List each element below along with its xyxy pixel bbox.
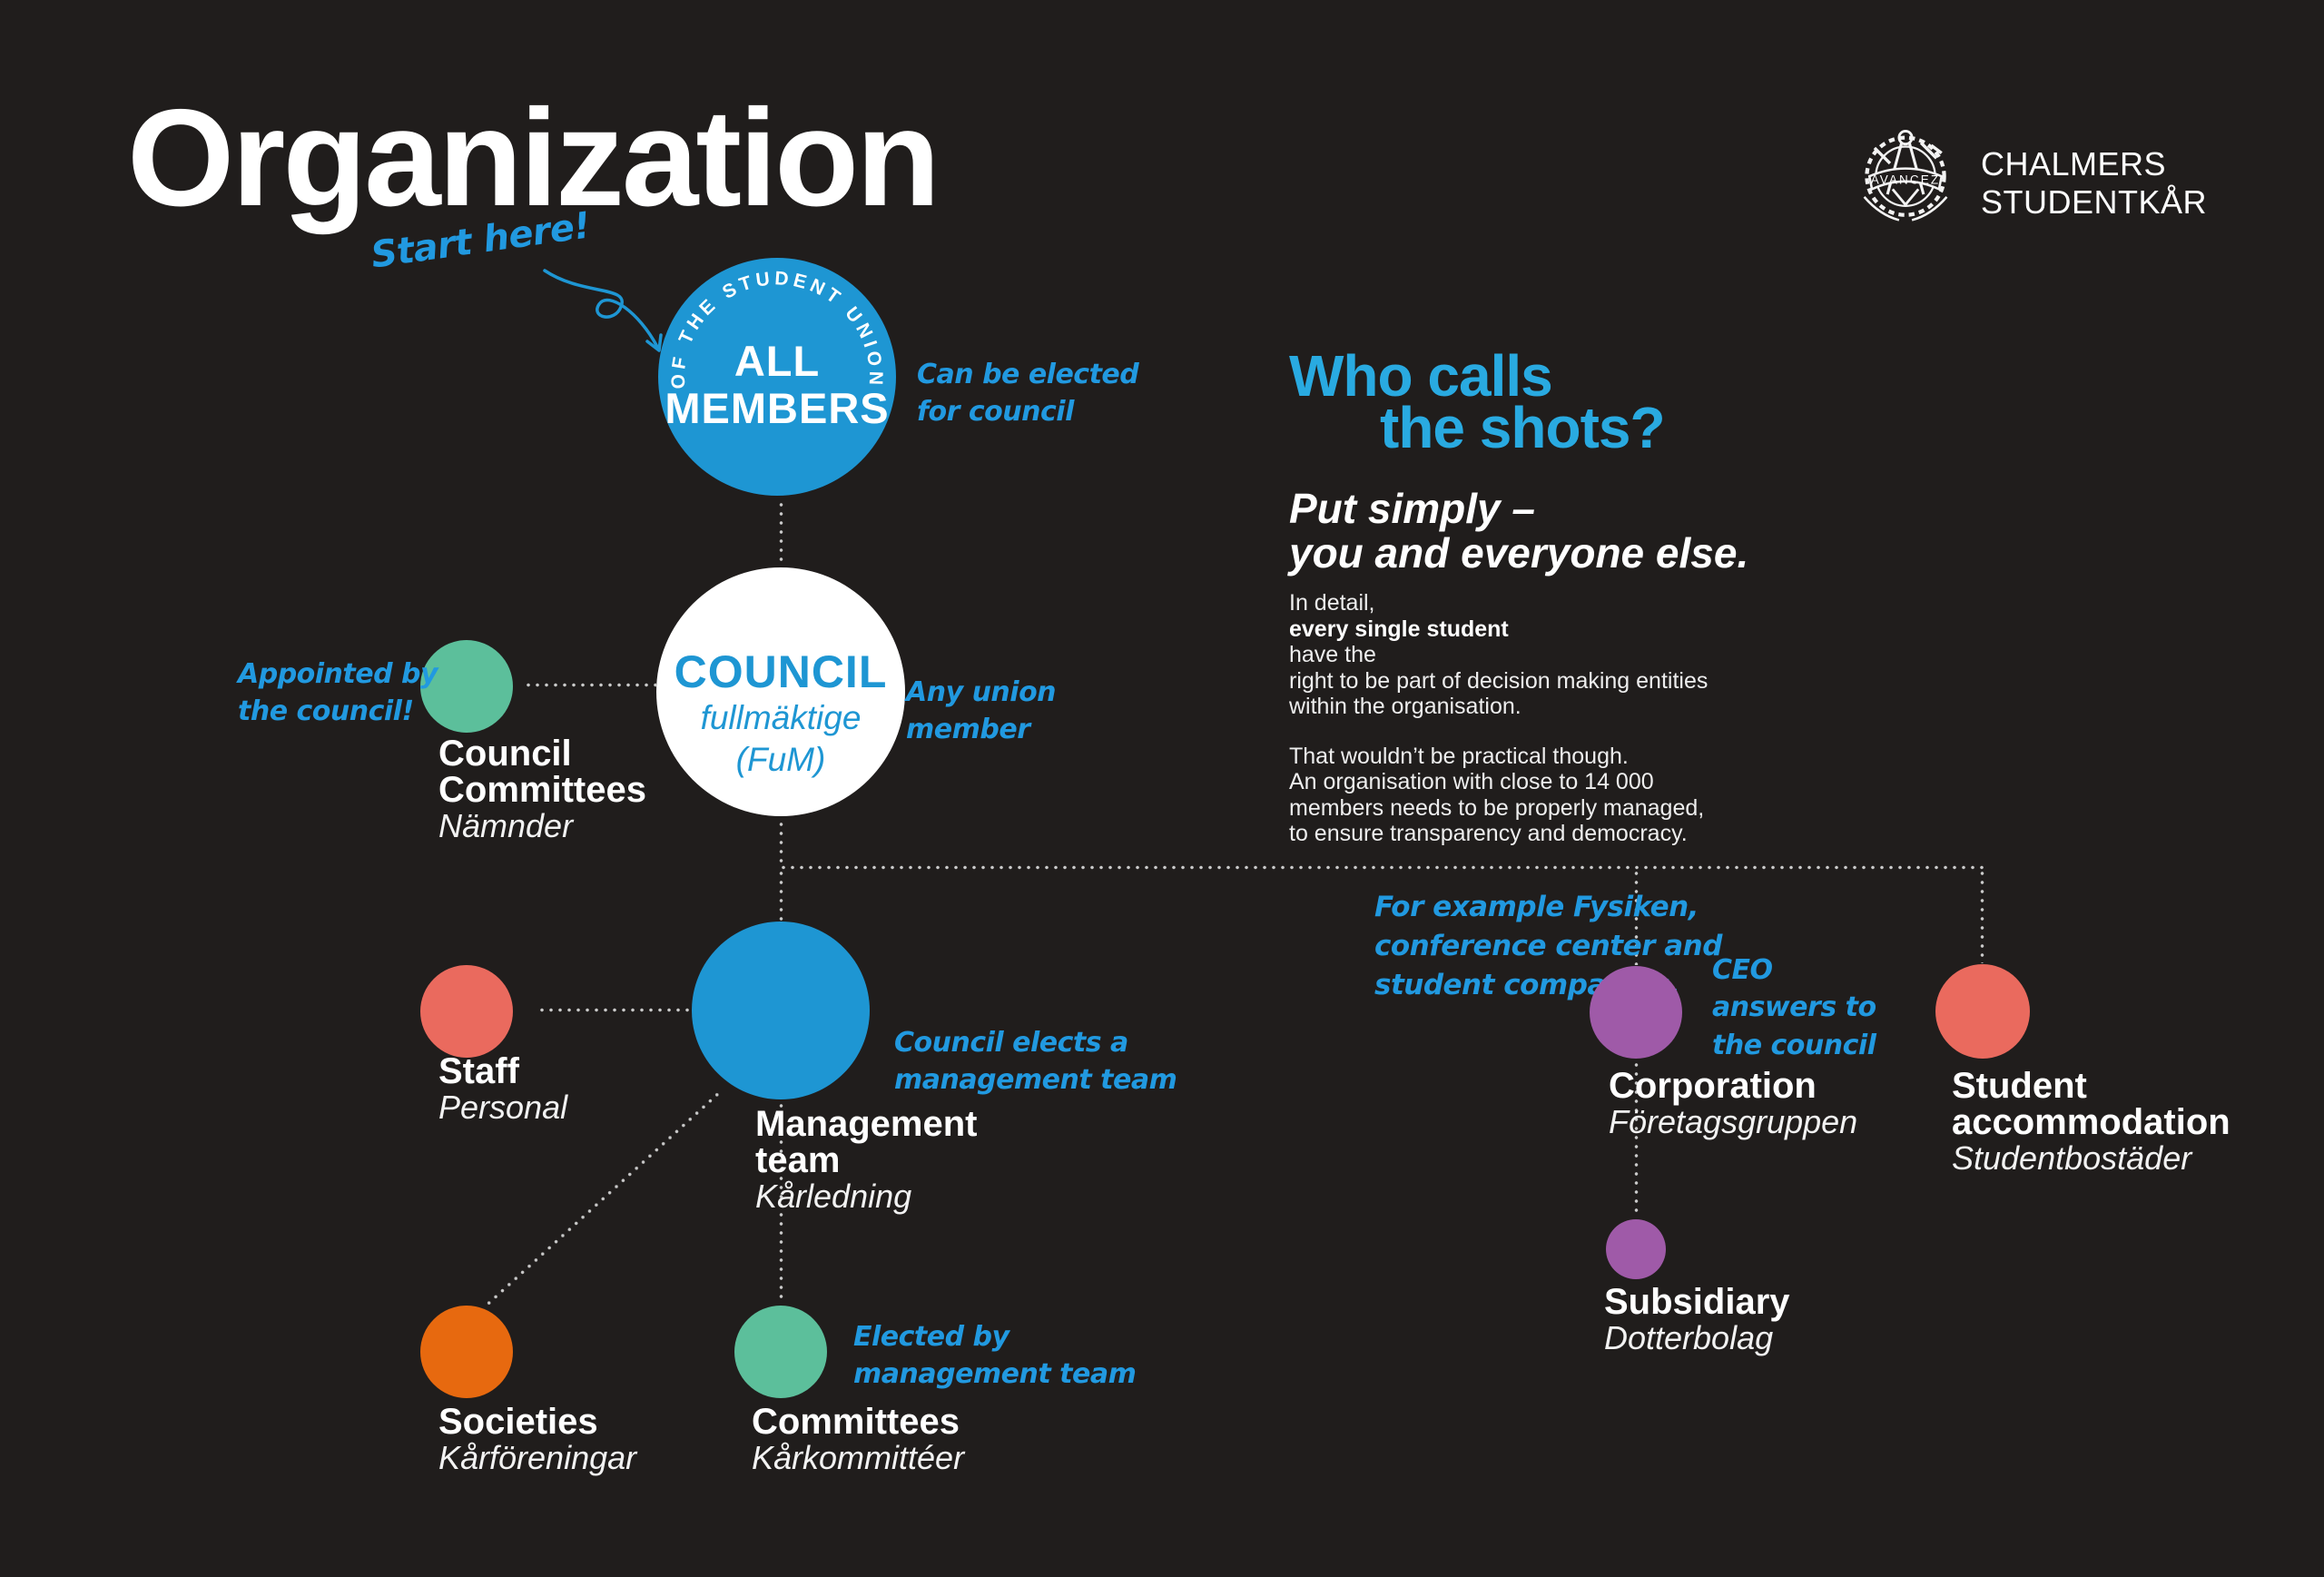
ceo-answers-annotation: CEO answers to the council (1712, 954, 1876, 1061)
connector-junction-corporation (1634, 869, 1639, 965)
crest-motto: AVANCEZ (1871, 173, 1941, 187)
who-calls-subheading: Put simply – you and everyone else. (1289, 485, 1749, 577)
who-calls-paragraph-1: In detail, every single student have the… (1289, 590, 1709, 719)
connector-corporation-subsidiary (1634, 1060, 1639, 1217)
node-council: COUNCIL fullmäktige (FuM) (656, 567, 905, 816)
all-members-arc: OF THE STUDENT UNION (668, 268, 882, 389)
who-calls-section: Who calls the shots? Put simply – you an… (1289, 343, 1834, 847)
corporation-label: Corporation Företagsgruppen (1609, 1066, 1858, 1140)
node-committees (734, 1306, 827, 1398)
who-calls-paragraph-2: That wouldn’t be practical though. An or… (1289, 743, 1705, 847)
appointed-by-annotation: Appointed by the council! (238, 658, 438, 728)
logo-line1: CHALMERS (1981, 145, 2167, 182)
chalmers-crest-icon: AVANCEZ (1863, 130, 1948, 222)
logo-line2: STUDENTKÅR (1981, 183, 2208, 221)
connector-main-horizontal (779, 865, 1984, 870)
all-members-title: ALL MEMBERS (658, 338, 896, 431)
logo-wordmark: CHALMERS STUDENTKÅR (1981, 145, 2207, 222)
student-accommodation-label: Student accommodation Studentbostäder (1952, 1066, 2230, 1177)
council-text: COUNCIL fullmäktige (FuM) (656, 647, 905, 782)
node-staff (420, 965, 513, 1058)
council-committees-label: Council Committees Nämnder (438, 734, 646, 844)
council-elects-annotation: Council elects a management team (894, 1027, 1177, 1097)
connector-allmembers-council (779, 500, 783, 564)
connector-management-committees (779, 1101, 783, 1303)
societies-label: Societies Kårföreningar (438, 1402, 637, 1476)
page-title: Organization (127, 81, 940, 235)
node-council-committees (420, 640, 513, 733)
council-subtitle: fullmäktige (700, 699, 862, 736)
node-societies (420, 1306, 513, 1398)
connector-staff-management (537, 1008, 690, 1012)
can-be-elected-annotation: Can be elected for council (917, 359, 1139, 429)
council-abbr: (FuM) (735, 741, 826, 779)
who-calls-heading: Who calls the shots? (1289, 343, 1666, 460)
staff-label: Staff Personal (438, 1051, 568, 1126)
all-members-line2: MEMBERS (665, 383, 890, 432)
all-members-line1: ALL (734, 337, 821, 385)
node-subsidiary (1606, 1219, 1666, 1279)
node-student-accommodation (1935, 964, 2030, 1059)
council-title: COUNCIL (674, 646, 888, 697)
elected-by-annotation: Elected by management team (853, 1321, 1137, 1391)
node-all-members: OF THE STUDENT UNION ALL MEMBERS (658, 258, 896, 496)
subsidiary-label: Subsidiary Dotterbolag (1604, 1282, 1790, 1356)
connector-junction-management (779, 869, 783, 922)
committees-label: Committees Kårkommittéer (752, 1402, 965, 1476)
node-management-team (692, 922, 870, 1099)
node-corporation (1590, 966, 1682, 1059)
connector-council-junction (779, 820, 783, 867)
management-team-label: Management team Kårledning (755, 1104, 978, 1215)
any-union-member-annotation: Any union member (906, 676, 1057, 746)
connector-committees-council (524, 683, 656, 687)
connector-junction-accommodation (1980, 869, 1984, 963)
start-here-arrow-icon (543, 269, 663, 352)
